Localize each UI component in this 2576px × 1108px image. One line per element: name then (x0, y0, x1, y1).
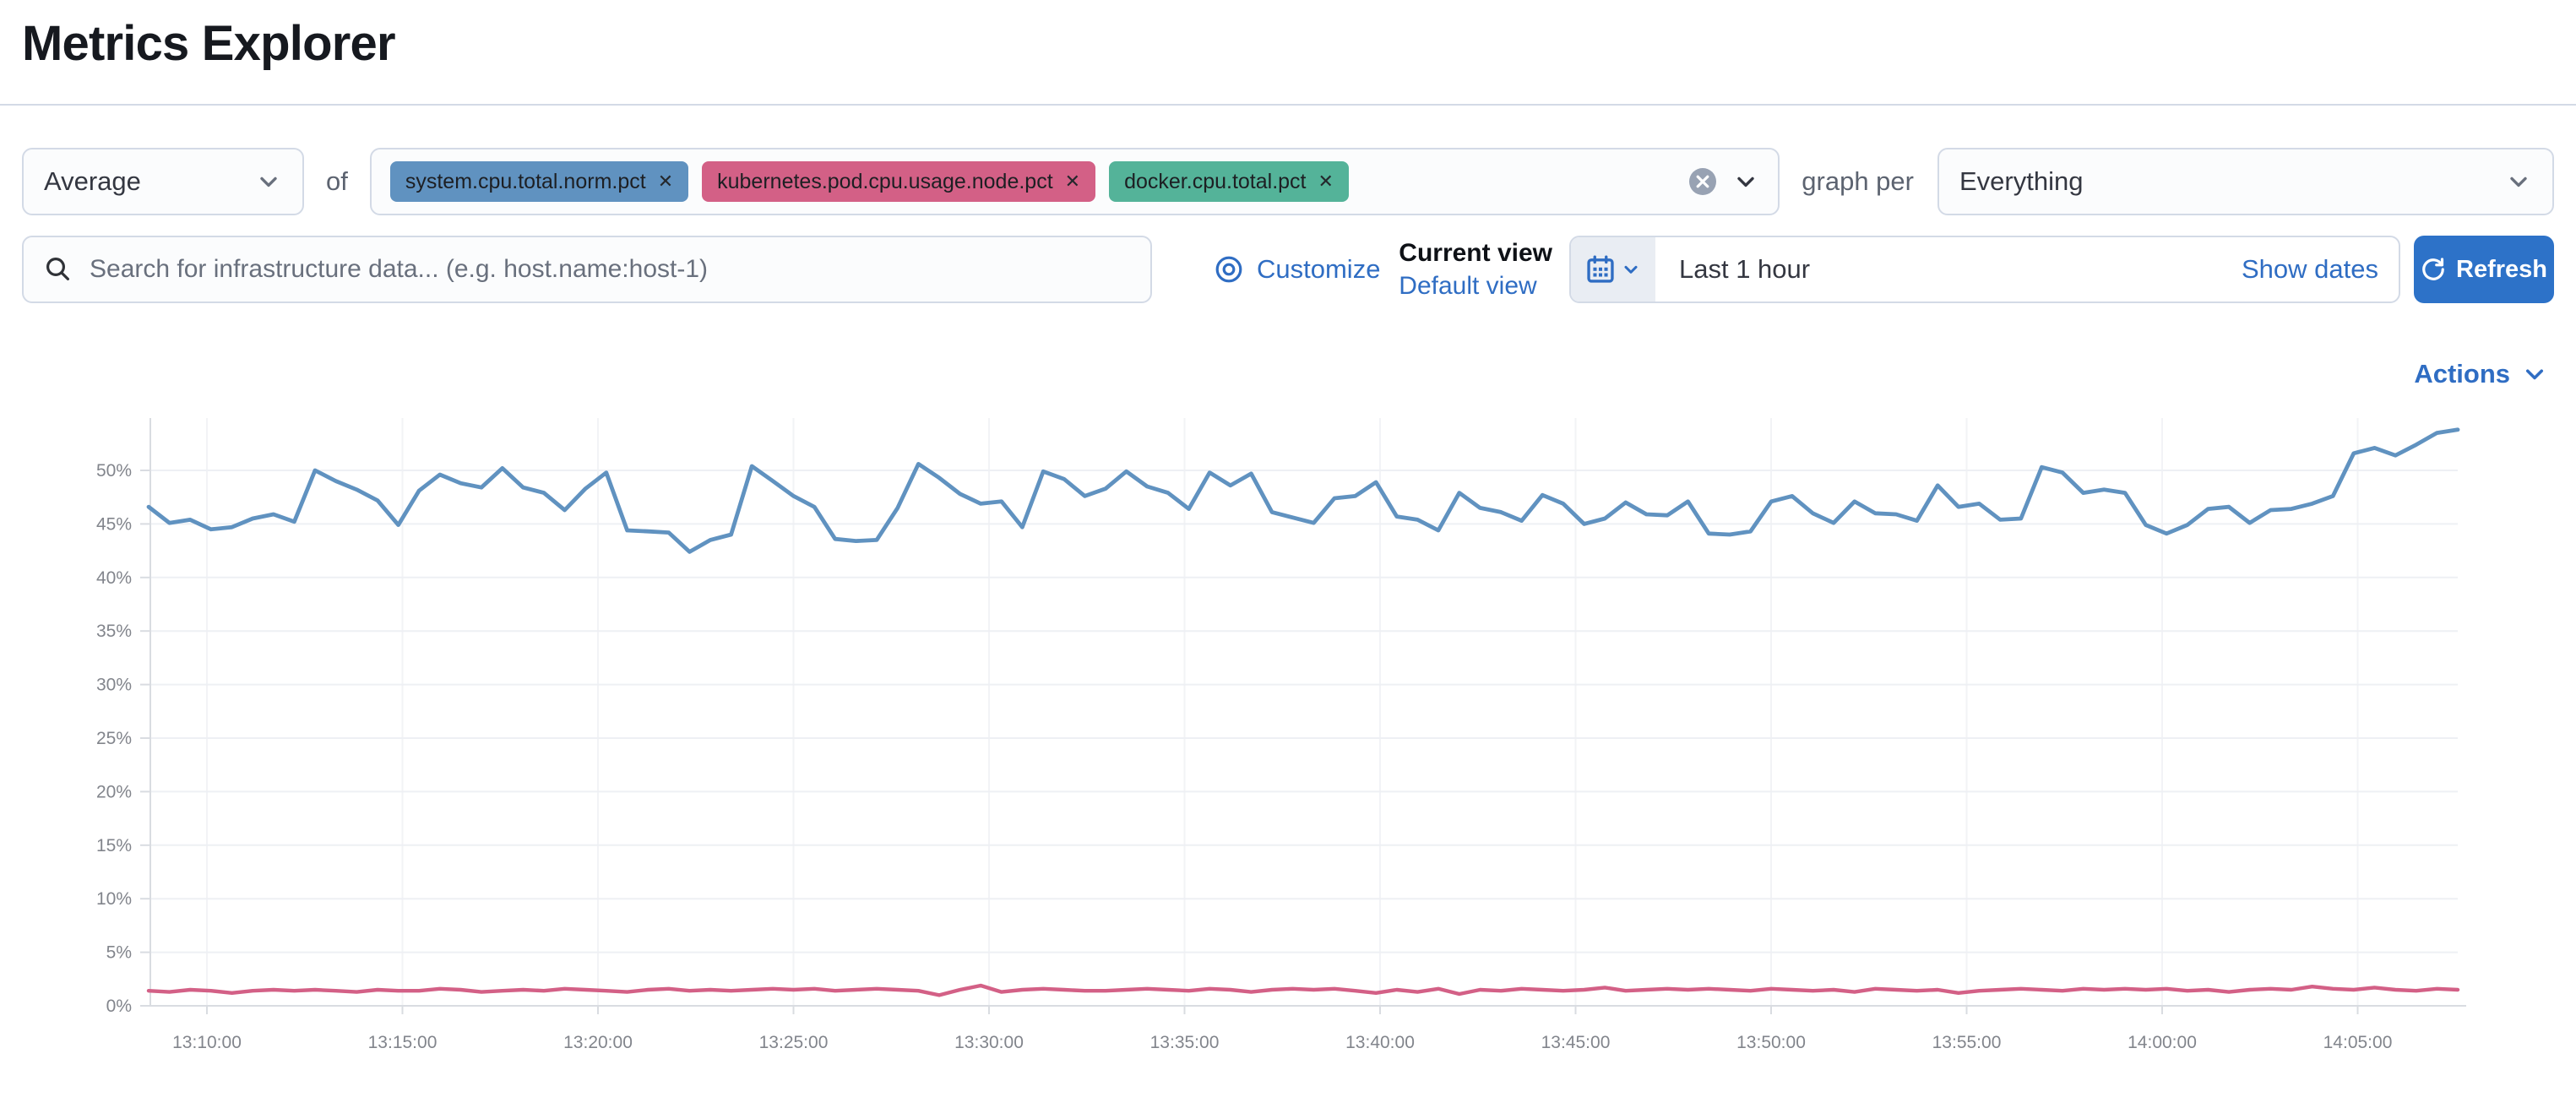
search-input[interactable] (90, 255, 1130, 284)
x-axis-label: 14:00:00 (2128, 1033, 2197, 1052)
chevron-down-icon (2505, 168, 2532, 195)
chevron-down-icon (255, 168, 282, 195)
current-view-label: Current view (1399, 239, 1552, 267)
x-axis-label: 13:35:00 (1150, 1033, 1220, 1052)
y-axis-label: 40% (96, 568, 132, 588)
query-toolbar: Customize Current view Default view Las (22, 236, 2554, 303)
clear-all-metrics-icon[interactable] (1688, 167, 1717, 196)
customize-label: Customize (1257, 254, 1381, 284)
x-axis-label: 13:15:00 (368, 1033, 437, 1052)
x-axis-label: 13:55:00 (1932, 1033, 2002, 1052)
chevron-down-icon[interactable] (1732, 168, 1759, 195)
actions-dropdown-button[interactable]: Actions (2414, 359, 2547, 389)
actions-label: Actions (2414, 359, 2510, 388)
customize-button[interactable]: Customize (1215, 254, 1380, 285)
of-label: of (326, 166, 348, 196)
remove-metric-icon[interactable]: ✕ (1318, 171, 1334, 192)
x-axis-label: 13:40:00 (1345, 1033, 1415, 1052)
y-axis-label: 10% (96, 889, 132, 909)
graph-per-label: graph per (1802, 166, 1914, 196)
metrics-chart[interactable]: 13:10:00 13:15:00 13:20:00 13:25:00 13:30:00… (0, 398, 2576, 1080)
x-axis-label: 14:05:00 (2323, 1033, 2393, 1052)
metrics-chart-container: 13:10:00 13:15:00 13:20:00 13:25:00 13:30:00… (0, 398, 2576, 1080)
x-axis-label: 13:45:00 (1541, 1033, 1611, 1052)
y-axis-label: 0% (106, 997, 132, 1016)
y-axis-label: 30% (96, 676, 132, 695)
chart-header: Actions (0, 359, 2547, 389)
chevron-down-icon (2522, 361, 2547, 387)
y-axis-label: 45% (96, 514, 132, 534)
group-by-value: Everything (1959, 166, 2084, 196)
metric-pill-kubernetes-pod-cpu[interactable]: kubernetes.pod.cpu.usage.node.pct ✕ (702, 161, 1096, 202)
time-range-picker[interactable]: Last 1 hour Show dates (1569, 236, 2400, 303)
x-axis-label: 13:25:00 (759, 1033, 829, 1052)
metric-pill-label: system.cpu.total.norm.pct (405, 169, 646, 193)
refresh-icon (2421, 257, 2446, 282)
calendar-icon (1585, 254, 1616, 285)
default-view-link[interactable]: Default view (1399, 272, 1537, 300)
group-by-select[interactable]: Everything (1937, 148, 2554, 215)
x-axis-label: 13:30:00 (954, 1033, 1024, 1052)
y-axis-label: 35% (96, 622, 132, 641)
aggregation-select[interactable]: Average (22, 148, 304, 215)
metric-toolbar: Average of system.cpu.total.norm.pct ✕ k… (22, 148, 2554, 215)
time-range-value[interactable]: Last 1 hour (1679, 254, 1811, 284)
y-axis-label: 50% (96, 461, 132, 481)
series-line-system.cpu.total.norm.pct (146, 427, 2460, 554)
show-dates-button[interactable]: Show dates (2242, 254, 2378, 284)
y-axis-label: 5% (106, 943, 132, 963)
quick-select-menu-button[interactable] (1571, 237, 1655, 301)
chevron-down-icon (1621, 259, 1641, 280)
x-axis-label: 13:10:00 (172, 1033, 242, 1052)
metrics-combobox[interactable]: system.cpu.total.norm.pct ✕ kubernetes.p… (369, 148, 1780, 215)
x-axis-label: 13:50:00 (1736, 1033, 1806, 1052)
header-divider (0, 104, 2576, 106)
remove-metric-icon[interactable]: ✕ (1064, 171, 1081, 192)
aggregation-value: Average (44, 166, 141, 196)
remove-metric-icon[interactable]: ✕ (657, 171, 674, 192)
metric-pill-docker-cpu[interactable]: docker.cpu.total.pct ✕ (1109, 161, 1349, 202)
refresh-button[interactable]: Refresh (2414, 236, 2554, 303)
page-title: Metrics Explorer (22, 16, 396, 71)
y-axis-label: 20% (96, 782, 132, 801)
search-icon (44, 255, 73, 284)
refresh-label: Refresh (2456, 255, 2547, 283)
y-axis-label: 25% (96, 729, 132, 748)
y-axis-label: 15% (96, 836, 132, 855)
metric-pill-label: docker.cpu.total.pct (1124, 169, 1307, 193)
series-line-kubernetes.pod.cpu.usage.node.pct (146, 983, 2460, 997)
search-box[interactable] (22, 236, 1152, 303)
x-axis-label: 13:20:00 (563, 1033, 633, 1052)
metric-pill-label: kubernetes.pod.cpu.usage.node.pct (717, 169, 1053, 193)
view-info: Current view Default view (1399, 236, 1552, 302)
metric-pill-system-cpu[interactable]: system.cpu.total.norm.pct ✕ (389, 161, 689, 202)
customize-eye-icon (1215, 255, 1243, 284)
